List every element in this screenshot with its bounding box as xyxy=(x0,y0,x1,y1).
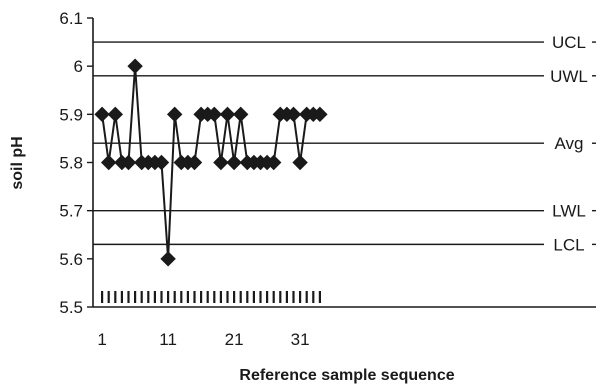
data-point xyxy=(206,106,223,123)
reference-label-lwl: LWL xyxy=(552,202,586,221)
y-tick-label: 5.7 xyxy=(59,202,83,221)
data-point xyxy=(166,106,183,123)
data-point xyxy=(160,251,176,267)
x-tick-labels: 1 11 21 31 xyxy=(97,330,309,349)
reference-label-ucl: UCL xyxy=(552,33,586,52)
data-point xyxy=(94,106,110,123)
reference-label-avg: Avg xyxy=(555,134,584,153)
x-tick-label: 1 xyxy=(97,330,106,349)
data-point xyxy=(213,154,229,171)
reference-labels: UCL UWL Avg LWL LCL xyxy=(550,33,588,254)
reference-lines xyxy=(93,41,596,246)
y-tick-label: 5.9 xyxy=(59,105,83,124)
x-axis-title: Reference sample sequence xyxy=(239,367,454,384)
data-point xyxy=(107,106,124,123)
y-tick-label: 5.5 xyxy=(59,298,83,317)
x-tick-label: 11 xyxy=(159,330,177,349)
data-points xyxy=(94,58,328,267)
data-point xyxy=(120,154,137,171)
reference-label-uwl: UWL xyxy=(550,67,588,86)
data-point xyxy=(265,154,282,171)
data-point xyxy=(127,58,143,74)
reference-label-lcl: LCL xyxy=(553,235,584,254)
x-ticks xyxy=(100,291,321,303)
y-tick-labels: 5.5 5.6 5.7 5.8 5.9 6 6.1 xyxy=(59,9,93,317)
data-point xyxy=(292,154,308,171)
y-axis-title: soil pH xyxy=(9,136,26,189)
data-point xyxy=(285,106,302,123)
y-tick-label: 5.6 xyxy=(59,250,83,269)
y-tick-label: 6.1 xyxy=(59,9,83,28)
y-tick-label: 6 xyxy=(74,57,83,76)
data-point xyxy=(186,154,203,171)
data-point xyxy=(219,106,236,123)
data-point xyxy=(232,106,249,123)
data-point xyxy=(153,154,170,171)
data-point xyxy=(312,106,328,123)
data-point xyxy=(100,154,117,171)
x-tick-label: 31 xyxy=(291,330,310,349)
y-tick-label: 5.8 xyxy=(59,154,83,173)
data-point xyxy=(226,154,242,171)
x-tick-label: 21 xyxy=(225,330,244,349)
